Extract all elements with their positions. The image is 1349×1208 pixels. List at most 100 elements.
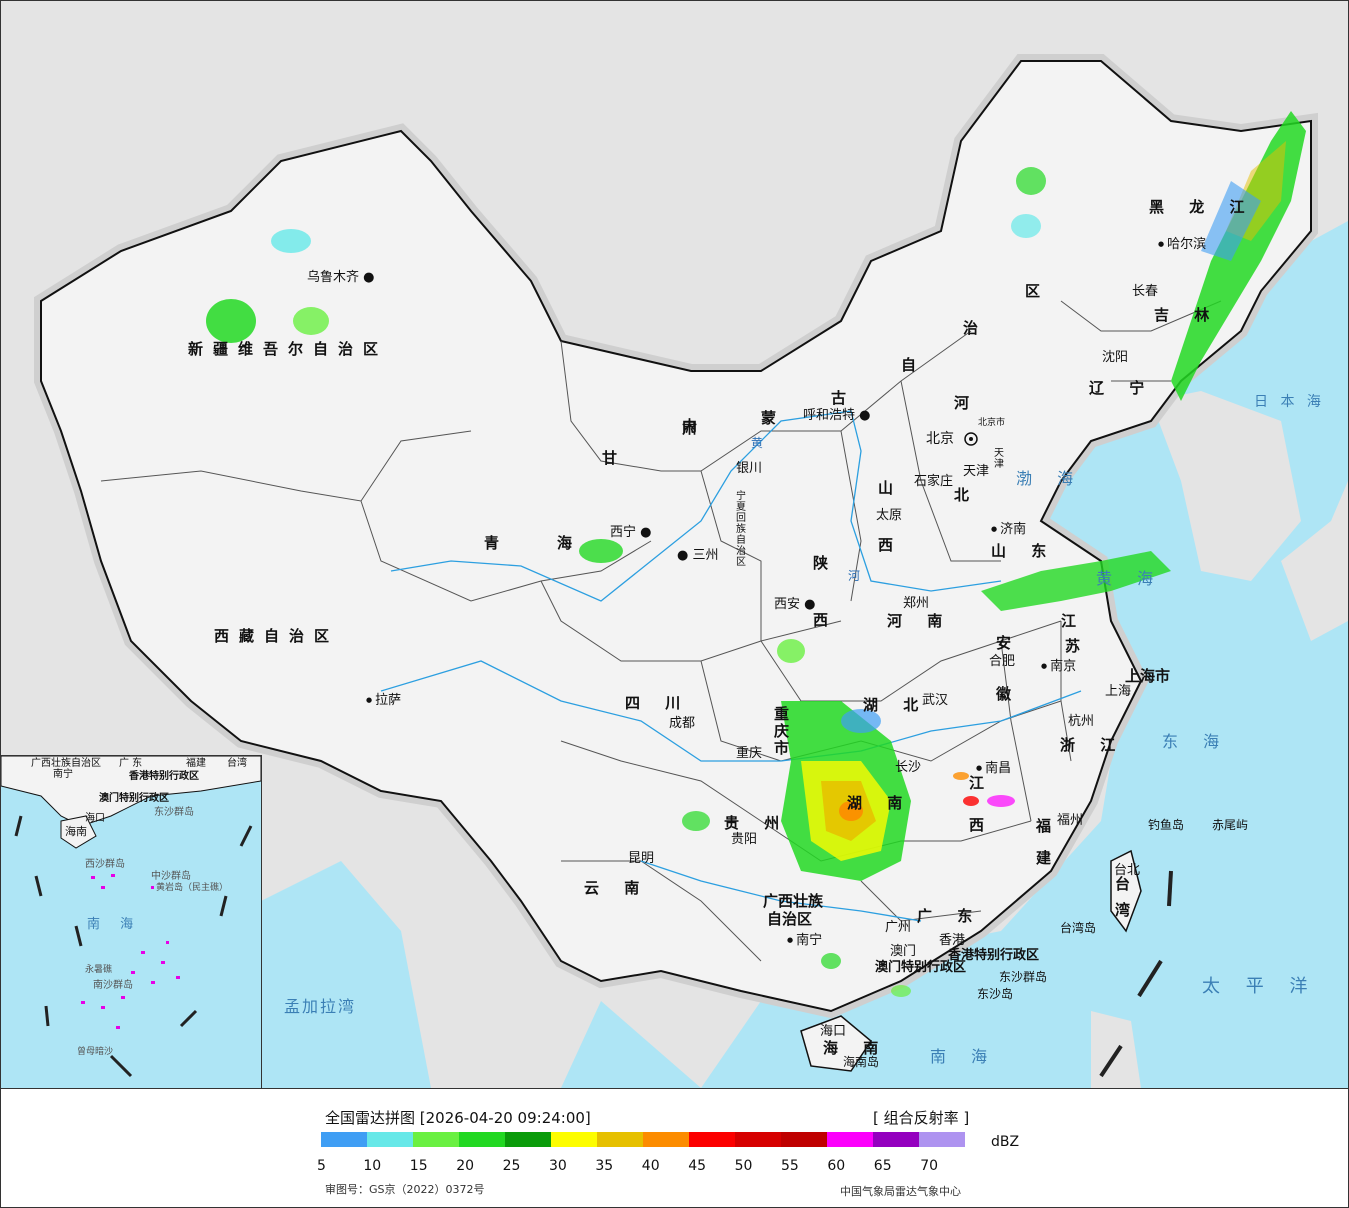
city-nanjing: 南京 — [1041, 660, 1076, 673]
inset-taiwan: 台湾 — [227, 758, 247, 769]
city-guangzhou: 广州 — [885, 920, 912, 935]
taiwan-island — [1110, 849, 1142, 933]
scale-swatch — [735, 1132, 781, 1147]
city-chengdu: 成都 — [669, 716, 696, 731]
label-shandong: 山 东 — [991, 542, 1057, 560]
label-shaanxi-2: 西 — [813, 611, 839, 629]
label-guizhou: 贵 州 — [724, 814, 790, 832]
city-fuzhou: 福州 — [1057, 813, 1084, 828]
label-gansu-1: 甘 — [602, 449, 628, 467]
sea-donghai: 东 海 — [1162, 732, 1230, 751]
label-yunnan: 云 南 — [584, 879, 650, 897]
label-macau-sar: 澳门特别行政区 — [875, 960, 967, 975]
product-name: [ 组合反射率 ] — [873, 1109, 970, 1127]
city-tianjin-small: 天津 — [994, 448, 1004, 470]
approval-number: 审图号：GS京（2022）0372号 — [325, 1183, 485, 1196]
radar-map: 新疆维吾尔自治区 西藏自治区 青 海 甘 肃 内 蒙 古 自 治 区 黑 龙 江… — [1, 1, 1348, 1089]
scale-tick: 15 — [409, 1158, 428, 1174]
scale-swatch — [781, 1132, 827, 1147]
label-zhejiang: 浙 江 — [1060, 736, 1126, 754]
unit-label: dBZ — [991, 1134, 1020, 1150]
label-diaoyu: 钓鱼岛 — [1148, 818, 1185, 832]
label-gansu-2: 肃 — [682, 419, 708, 437]
sea-huanghai: 黄 海 — [1096, 569, 1164, 588]
mosaic-title: 全国雷达拼图 [2026-04-20 09:24:00] — [325, 1109, 591, 1127]
inset-graphics — [1, 756, 261, 1078]
label-neimenggu-4: 自 — [901, 356, 927, 374]
label-qinghai-2: 海 — [557, 534, 583, 552]
scale-swatch — [643, 1132, 689, 1147]
hainan-island — [800, 1015, 872, 1072]
city-urumqi: 乌鲁木齐 ● — [307, 270, 375, 285]
city-changchun: 长春 — [1132, 284, 1159, 299]
scale-tick: 30 — [549, 1158, 567, 1174]
label-guangdong: 广 东 — [917, 907, 983, 925]
city-hangzhou: 杭州 — [1068, 714, 1095, 729]
label-hebei-2: 北 — [954, 486, 980, 504]
rivers — [380, 410, 1082, 922]
sea-bay-of-bengal: 孟加拉湾 — [284, 997, 357, 1016]
scale-tick: 35 — [595, 1158, 614, 1174]
city-tianjin: 天津 — [963, 464, 990, 479]
label-xizang: 西藏自治区 — [214, 627, 340, 645]
inset-guangdong: 广 东 — [119, 758, 143, 769]
label-guangxi-1: 广西壮族 — [763, 892, 824, 910]
province-borders — [100, 300, 1222, 962]
label-shanghai-municipality: 上海市 — [1125, 667, 1171, 685]
city-nanchang: 南昌 — [976, 762, 1011, 775]
label-jilin: 吉 林 — [1154, 306, 1220, 324]
label-hk-sar: 香港特别行政区 — [948, 948, 1040, 963]
river-yellow-2: 河 — [848, 569, 861, 583]
scale-swatch — [551, 1132, 597, 1147]
source-agency: 中国气象局雷达气象中心 — [840, 1185, 961, 1198]
inset-nansha: 南沙群岛 — [93, 980, 133, 991]
label-shanxi-1: 山 — [878, 479, 904, 497]
city-xian: 西安 ● — [774, 597, 816, 612]
city-lanzhou: ● 三州 — [677, 548, 719, 563]
inset-hainan: 海南 — [65, 825, 87, 838]
inset-xisha: 西沙群岛 — [85, 859, 125, 870]
inset-guangxi: 广西壮族自治区 — [31, 758, 101, 769]
scale-tick: 25 — [502, 1158, 521, 1174]
label-jiangsu-1: 江 — [1061, 612, 1087, 630]
inset-nanhai: 南 海 — [87, 917, 142, 932]
city-haikou: 海口 — [820, 1024, 847, 1039]
color-scale — [321, 1132, 965, 1147]
inset-fujian: 福建 — [186, 758, 206, 769]
city-xining: 西宁 ● — [610, 525, 652, 540]
scale-tick: 55 — [781, 1158, 799, 1174]
scale-swatch — [597, 1132, 643, 1147]
city-jinan: 济南 — [991, 523, 1026, 536]
city-taipei: 台北 — [1114, 863, 1141, 878]
label-dongsha-dao: 东沙岛 — [977, 987, 1014, 1001]
label-ningxia: 宁夏回族自治区 — [736, 491, 746, 568]
inset-nanning: 南宁 — [53, 769, 73, 780]
scale-tick: 5 — [317, 1158, 326, 1174]
city-beijing: 北京 — [926, 431, 954, 447]
city-hohhot: 呼和浩特 ● — [803, 408, 871, 423]
city-harbin: 哈尔滨 — [1158, 238, 1206, 251]
label-xinjiang: 新疆维吾尔自治区 — [188, 340, 389, 358]
city-shanghai: 上海 — [1105, 684, 1132, 699]
label-hebei-1: 河 — [954, 394, 980, 412]
label-sichuan: 四 川 — [625, 694, 691, 712]
label-shaanxi-1: 陕 — [813, 554, 839, 572]
city-shijiazhuang: 石家庄 — [914, 474, 954, 489]
land-japan — [1281, 481, 1348, 641]
label-neimenggu-5: 治 — [963, 319, 989, 337]
label-taiwan-2: 湾 — [1115, 901, 1141, 919]
inset-macau: 澳门特别行政区 — [99, 793, 169, 804]
south-china-sea-inset: 广西壮族自治区 南宁 广 东 福建 台湾 香港特别行政区 澳门特别行政区 东沙群… — [1, 755, 262, 1088]
label-chongqing-municipality: 重庆市 — [774, 705, 790, 757]
scale-swatch — [413, 1132, 459, 1147]
label-dongsha-qundao: 东沙群岛 — [999, 970, 1048, 984]
city-kunming: 昆明 — [628, 851, 655, 866]
city-changsha: 长沙 — [895, 760, 922, 775]
sea-bohai: 渤 海 — [1016, 469, 1084, 488]
scale-tick: 65 — [873, 1158, 892, 1174]
label-shanxi-2: 西 — [878, 536, 904, 554]
city-macau: 澳门 — [890, 944, 917, 959]
radar-echoes — [206, 111, 1306, 997]
scale-tick: 45 — [688, 1158, 707, 1174]
